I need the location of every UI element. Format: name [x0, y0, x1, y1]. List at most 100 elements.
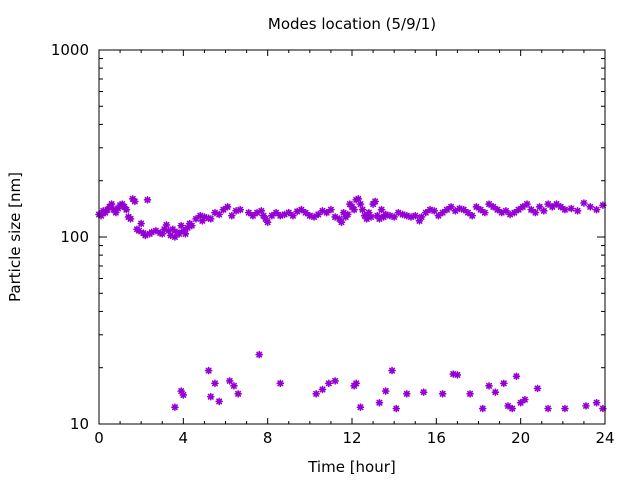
y-axis-label: Particle size [nm]	[6, 172, 24, 302]
data-point	[289, 211, 297, 220]
data-point	[417, 213, 426, 221]
data-point	[592, 205, 601, 214]
data-point	[561, 404, 569, 413]
data-point	[350, 205, 358, 214]
data-point	[544, 404, 552, 413]
data-point	[561, 205, 569, 214]
data-point	[131, 197, 139, 206]
data-point	[599, 201, 607, 209]
data-point	[255, 350, 264, 359]
data-point	[419, 388, 428, 396]
data-point	[284, 208, 293, 217]
data-point	[276, 379, 285, 388]
data-point	[244, 208, 253, 217]
x-tick-label: 16	[427, 429, 446, 447]
data-point	[499, 379, 508, 388]
x-tick-label: 0	[94, 429, 104, 447]
data-point	[312, 390, 320, 398]
data-point	[533, 384, 542, 393]
x-axis-label: Time [hour]	[307, 458, 396, 476]
data-point	[249, 211, 257, 220]
data-point	[358, 205, 367, 214]
data-point	[107, 200, 116, 208]
data-point	[459, 205, 468, 214]
x-tick-label: 4	[179, 429, 189, 447]
data-point	[392, 404, 401, 413]
x-tick-label: 20	[511, 429, 530, 447]
data-point	[430, 207, 439, 215]
data-point	[325, 379, 333, 388]
data-point	[573, 207, 582, 215]
data-point	[143, 196, 152, 204]
data-point	[223, 203, 232, 211]
data-point	[512, 372, 521, 381]
data-point	[152, 226, 160, 235]
data-point	[443, 205, 451, 214]
data-point	[491, 388, 500, 396]
y-tick-label: 10	[70, 415, 89, 433]
data-point	[567, 204, 576, 213]
data-point	[215, 397, 223, 406]
data-point	[356, 403, 365, 411]
x-tick-label: 24	[595, 429, 614, 447]
data-point	[236, 205, 245, 214]
data-point	[192, 215, 200, 223]
data-point	[225, 377, 234, 385]
data-point	[453, 371, 462, 379]
data-point	[187, 221, 196, 230]
data-point	[206, 215, 215, 223]
data-point	[204, 366, 213, 375]
data-point	[381, 387, 390, 395]
data-point	[540, 207, 548, 215]
data-point	[301, 208, 310, 217]
data-point	[179, 391, 188, 399]
data-point	[228, 211, 236, 220]
data-point	[175, 230, 183, 238]
data-point	[318, 385, 327, 394]
data-point	[464, 208, 472, 217]
y-tick-label: 100	[60, 228, 89, 246]
data-point	[263, 218, 272, 226]
data-point	[377, 205, 386, 214]
data-point	[126, 215, 135, 223]
data-point	[390, 213, 398, 221]
data-point	[268, 211, 276, 220]
data-point	[343, 210, 352, 219]
data-point	[552, 200, 561, 208]
data-point	[230, 382, 238, 390]
data-point	[403, 390, 411, 398]
data-point	[516, 398, 525, 407]
data-point	[521, 395, 529, 404]
data-point	[234, 390, 242, 398]
data-point	[371, 197, 379, 206]
data-point	[314, 210, 323, 219]
data-point	[466, 390, 474, 398]
data-point	[211, 379, 219, 388]
data-point	[580, 199, 588, 207]
data-point	[375, 398, 384, 407]
data-point	[135, 226, 143, 235]
y-tick-label: 1000	[51, 41, 89, 59]
data-point	[168, 225, 177, 234]
data-point	[586, 203, 595, 211]
x-tick-label: 8	[263, 429, 273, 447]
data-point	[531, 208, 540, 217]
data-point	[219, 205, 228, 214]
data-point	[478, 404, 487, 413]
data-point	[485, 382, 493, 390]
data-point	[468, 211, 476, 220]
data-point	[434, 211, 443, 220]
data-point	[354, 195, 363, 203]
data-points	[95, 195, 607, 413]
data-point	[177, 221, 186, 230]
data-point	[438, 390, 447, 398]
data-point	[352, 379, 361, 388]
data-point	[331, 377, 339, 385]
data-point	[181, 230, 190, 238]
data-point	[388, 366, 396, 375]
data-point	[451, 207, 460, 215]
data-point	[367, 213, 375, 221]
data-point	[327, 205, 335, 214]
data-point	[504, 402, 512, 410]
